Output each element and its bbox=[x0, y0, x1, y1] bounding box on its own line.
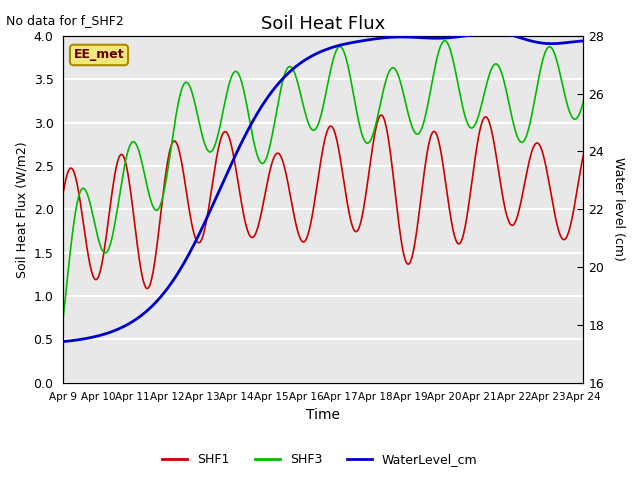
Y-axis label: Soil Heat Flux (W/m2): Soil Heat Flux (W/m2) bbox=[15, 141, 28, 277]
Text: No data for f_SHF2: No data for f_SHF2 bbox=[6, 14, 124, 27]
Title: Soil Heat Flux: Soil Heat Flux bbox=[261, 15, 385, 33]
X-axis label: Time: Time bbox=[307, 408, 340, 422]
Y-axis label: Water level (cm): Water level (cm) bbox=[612, 157, 625, 261]
Text: EE_met: EE_met bbox=[74, 48, 124, 61]
Legend: SHF1, SHF3, WaterLevel_cm: SHF1, SHF3, WaterLevel_cm bbox=[157, 448, 483, 471]
